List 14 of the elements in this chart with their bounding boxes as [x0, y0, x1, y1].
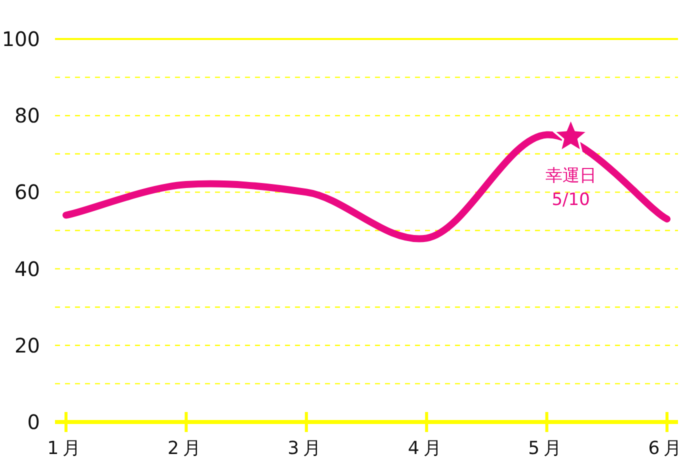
- x-tick-label: 6月: [648, 438, 686, 459]
- y-tick-label: 40: [14, 256, 40, 281]
- annotation: 5/10: [552, 190, 590, 210]
- x-tick-label: 2月: [167, 438, 205, 459]
- x-tick-label: 4月: [408, 438, 446, 459]
- y-tick-label: 20: [14, 333, 40, 358]
- x-tick-label: 3月: [288, 438, 326, 459]
- y-tick-label: 0: [27, 410, 40, 434]
- y-tick-label: 80: [14, 104, 40, 128]
- y-tick-label: 60: [14, 180, 40, 204]
- y-tick-label: 100: [2, 27, 40, 51]
- annotation: 幸運日: [545, 166, 596, 186]
- x-tick-label: 1月: [47, 438, 85, 459]
- x-tick-label: 5月: [528, 438, 566, 459]
